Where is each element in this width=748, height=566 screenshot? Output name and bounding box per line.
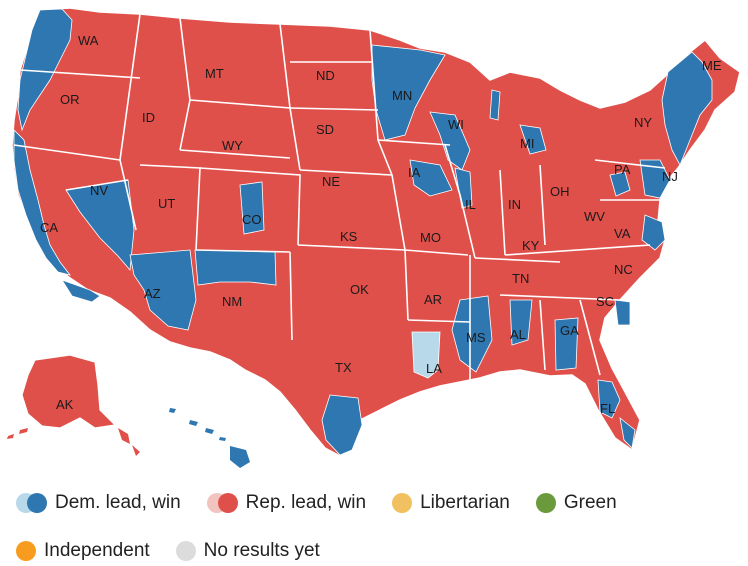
state-label-il: IL [465, 197, 476, 212]
legend-label-libertarian: Libertarian [420, 492, 510, 513]
state-label-pa: PA [614, 162, 631, 177]
state-label-tn: TN [512, 271, 529, 286]
state-label-co: CO [242, 212, 262, 227]
state-label-ak: AK [56, 397, 74, 412]
state-label-wv: WV [584, 209, 605, 224]
state-label-nj: NJ [662, 169, 678, 184]
state-label-ms: MS [466, 330, 486, 345]
state-label-wa: WA [78, 33, 99, 48]
libertarian-swatch [392, 493, 413, 513]
legend-label-independent: Independent [44, 540, 150, 561]
hawaii-shape [169, 408, 250, 468]
state-label-ar: AR [424, 292, 442, 307]
state-label-or: OR [60, 92, 80, 107]
legend-label-no-results: No results yet [203, 540, 320, 561]
state-label-ia: IA [408, 165, 421, 180]
state-label-ca: CA [40, 220, 58, 235]
state-label-me: ME [702, 58, 722, 73]
state-label-nc: NC [614, 262, 633, 277]
state-label-ks: KS [340, 229, 358, 244]
state-label-nd: ND [316, 68, 335, 83]
green-swatch [535, 493, 556, 513]
legend-row-2: Independent No results yet [16, 540, 346, 562]
state-label-az: AZ [144, 286, 161, 301]
legend-item-dem: Dem. lead, win [16, 492, 181, 514]
state-label-in: IN [508, 197, 521, 212]
state-label-mt: MT [205, 66, 224, 81]
democratic-districts [13, 8, 713, 456]
legend-label-rep: Rep. lead, win [245, 492, 367, 513]
independent-swatch [16, 541, 36, 561]
state-label-mo: MO [420, 230, 441, 245]
state-label-nm: NM [222, 294, 242, 309]
legend-item-no-results: No results yet [175, 540, 320, 562]
state-label-nv: NV [90, 183, 108, 198]
legend-item-libertarian: Libertarian [392, 492, 510, 514]
state-borders [13, 13, 666, 380]
state-label-wi: WI [448, 117, 464, 132]
state-label-oh: OH [550, 184, 570, 199]
state-label-tx: TX [335, 360, 352, 375]
state-labels: WA OR CA NV ID MT WY UT AZ CO NM ND SD N… [40, 33, 722, 416]
us-house-results-map: WA OR CA NV ID MT WY UT AZ CO NM ND SD N… [7, 7, 741, 468]
dem-swatch [16, 493, 47, 513]
legend-item-rep: Rep. lead, win [206, 492, 367, 514]
state-label-ky: KY [522, 238, 540, 253]
rep-swatch [206, 493, 238, 513]
state-label-ut: UT [158, 196, 175, 211]
state-label-la: LA [426, 361, 442, 376]
state-label-va: VA [614, 226, 631, 241]
state-label-ne: NE [322, 174, 340, 189]
no-results-swatch [175, 541, 196, 561]
louisiana-pale-area [411, 331, 441, 379]
state-label-al: AL [510, 327, 526, 342]
state-label-ny: NY [634, 115, 652, 130]
aleutian-islands [7, 428, 140, 456]
state-label-mi: MI [520, 136, 534, 151]
legend-label-dem: Dem. lead, win [55, 492, 181, 513]
state-label-sd: SD [316, 122, 334, 137]
rep-win-swatch [217, 493, 238, 513]
alaska-shape [21, 354, 117, 429]
legend-item-independent: Independent [16, 540, 150, 562]
state-label-ga: GA [560, 323, 579, 338]
legend-label-green: Green [563, 492, 617, 513]
legend-row-1: Dem. lead, win Rep. lead, win Libertaria… [16, 492, 643, 514]
state-label-wy: WY [222, 138, 243, 153]
legend-item-green: Green [535, 492, 617, 514]
state-label-sc: SC [596, 294, 614, 309]
state-label-ok: OK [350, 282, 369, 297]
state-label-fl: FL [600, 401, 615, 416]
state-label-id: ID [142, 110, 155, 125]
state-label-mn: MN [392, 88, 412, 103]
dem-win-swatch [27, 493, 47, 513]
